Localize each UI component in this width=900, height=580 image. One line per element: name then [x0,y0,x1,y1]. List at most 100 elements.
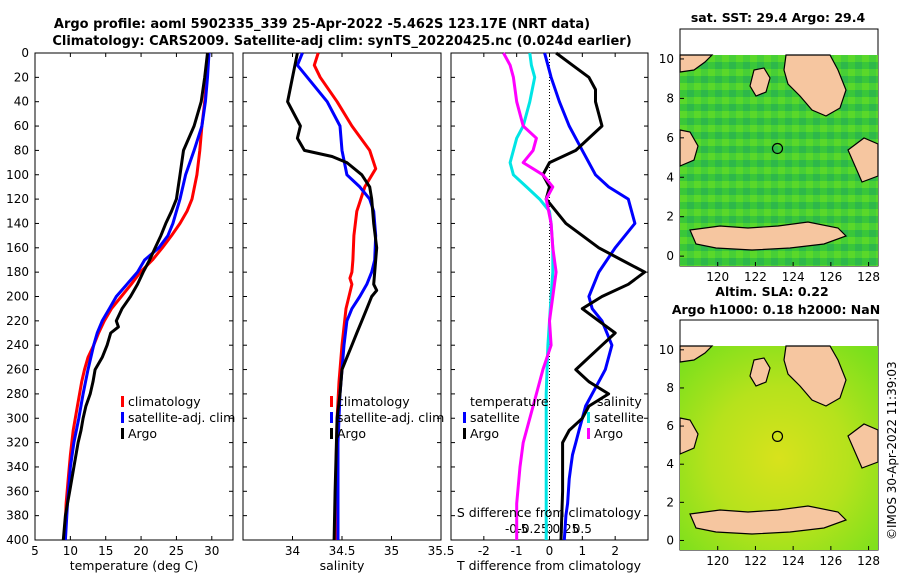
salinity-legend: climatology satellite-adj. clim Argo [330,394,444,441]
x-tick-label: 30 [204,544,219,558]
legend-swatch-t-argo [463,428,466,439]
map-y-tick-label: 8 [666,381,674,395]
x-tick-label: 34 [285,544,300,558]
sst-map-title: sat. SST: 29.4 Argo: 29.4 [691,10,866,25]
temperature-lines [61,52,211,541]
salinity-y-ticks [243,52,441,541]
map-x-tick-label: 126 [819,554,842,568]
sla-map-ticks: 120 122 124 126 128 0 2 4 6 8 10 [659,343,880,568]
legend-title-temperature: temperature [470,394,549,409]
legend-label-s-satellite: satellite [594,410,644,425]
y-tick-label: 20 [14,70,29,84]
x-tick-label: 15 [98,544,113,558]
x-tick-label: 34.5 [329,544,356,558]
series-climatology [63,52,210,541]
legend-label-argo: Argo [337,426,366,441]
series-satellite-adj-clim [63,52,211,541]
x-tick-label: -2 [478,544,490,558]
salinity-difference-label: S difference from climatology [457,505,642,520]
y-tick-label: 400 [6,533,29,547]
legend-swatch-argo [121,428,124,439]
difference-y-ticks [451,52,648,541]
legend-swatch-argo [330,428,333,439]
map-x-tick-label: 120 [706,270,729,284]
legend-label-climatology: climatology [128,394,201,409]
temperature-panel: 0 20 40 60 80 100 120 140 160 180 200 220 240 260 280 3… [6,46,235,573]
sst-land-south [689,221,848,251]
salinity-axes [242,52,442,541]
temperature-legend: climatology satellite-adj. clim Argo [121,394,235,441]
legend-swatch-t-satellite [463,412,466,423]
map-y-tick-label: 10 [659,343,674,357]
legend-label-argo: Argo [128,426,157,441]
map-y-tick-label: 8 [666,91,674,105]
legend-swatch-climatology [121,396,124,407]
x-tick-label: 35.5 [428,544,455,558]
difference-legend: temperature salinity satellite Argo sate… [463,394,644,441]
y-tick-label: 80 [14,143,29,157]
difference-x-label: T difference from climatology [456,558,642,573]
y-tick-label: 100 [6,168,29,182]
y-tick-label: 360 [6,484,29,498]
map-y-tick-label: 2 [666,210,674,224]
legend-label-satellite: satellite-adj. clim [337,410,444,425]
difference-panel: -2 -1 0 1 2 -0.5-0.250 0.250.5 T difference f… [450,51,649,573]
map-x-tick-label: 122 [744,270,767,284]
map-y-tick-label: 2 [666,495,674,509]
sla-map-panel: Altim. SLA: 0.22 Argo h1000: 0.18 h2000:… [659,284,880,568]
map-x-tick-label: 126 [819,270,842,284]
series-argo [286,52,379,541]
y-tick-label: 380 [6,509,29,523]
legend-label-satellite: satellite-adj. clim [128,410,235,425]
sst-land-island [749,67,771,97]
map-x-tick-label: 120 [706,554,729,568]
legend-swatch-s-satellite [587,412,590,423]
imos-timestamp: ©IMOS 30-Apr-2022 11:39:03 [885,361,899,540]
y-tick-label: 340 [6,460,29,474]
sst-land-north [783,54,847,117]
y-tick-label: 320 [6,436,29,450]
map-x-tick-label: 124 [782,270,805,284]
legend-label-s-argo: Argo [594,426,623,441]
sla-land [679,345,879,535]
map-y-tick-label: 0 [666,533,674,547]
x-tick-label: 25 [169,544,184,558]
sst-argo-marker [771,142,784,155]
legend-swatch-satellite [330,412,333,423]
x-tick-label: -1 [511,544,523,558]
sst-map-panel: sat. SST: 29.4 Argo: 29.4 120 122 124 126 12… [659,10,880,284]
x2-tick-label: 0 [546,522,554,536]
legend-label-climatology: climatology [337,394,410,409]
y-tick-label: 260 [6,363,29,377]
y-tick-label: 200 [6,290,29,304]
legend-swatch-satellite [121,412,124,423]
series-temperature-argo [541,51,647,541]
map-y-tick-label: 10 [659,52,674,66]
x-tick-label: 20 [133,544,148,558]
sst-land [679,54,879,251]
temperature-x-ticks: 5 10 15 20 25 30 [31,53,219,558]
map-y-tick-label: 6 [666,419,674,433]
map-x-tick-label: 122 [744,554,767,568]
y-tick-label: 60 [14,119,29,133]
temperature-y-ticks: 0 20 40 60 80 100 120 140 160 180 200 220 240 260 280 3… [6,46,233,547]
temperature-x-label: temperature (deg C) [70,558,199,573]
series-argo [61,52,209,541]
sst-land-east [847,137,879,183]
figure-title-line1: Argo profile: aoml 5902335_339 25-Apr-20… [54,17,590,32]
x2-tick-label: 0.5 [573,522,592,536]
sla-land-west [679,417,699,455]
sla-land-north [783,345,847,407]
x-tick-label: 2 [611,544,619,558]
sst-map-ticks: 120 122 124 126 128 0 2 4 6 8 10 [659,52,880,284]
y-tick-label: 180 [6,265,29,279]
sla-argo-marker [771,430,784,442]
salinity-x-ticks: 34 34.5 35 35.5 [285,53,455,558]
legend-title-salinity: salinity [597,394,642,409]
sla-land-northwest [679,345,714,363]
sla-land-south [689,505,848,535]
y-tick-label: 240 [6,338,29,352]
map-x-tick-label: 128 [857,270,880,284]
legend-label-t-argo: Argo [470,426,499,441]
x-tick-label: 0 [546,544,554,558]
